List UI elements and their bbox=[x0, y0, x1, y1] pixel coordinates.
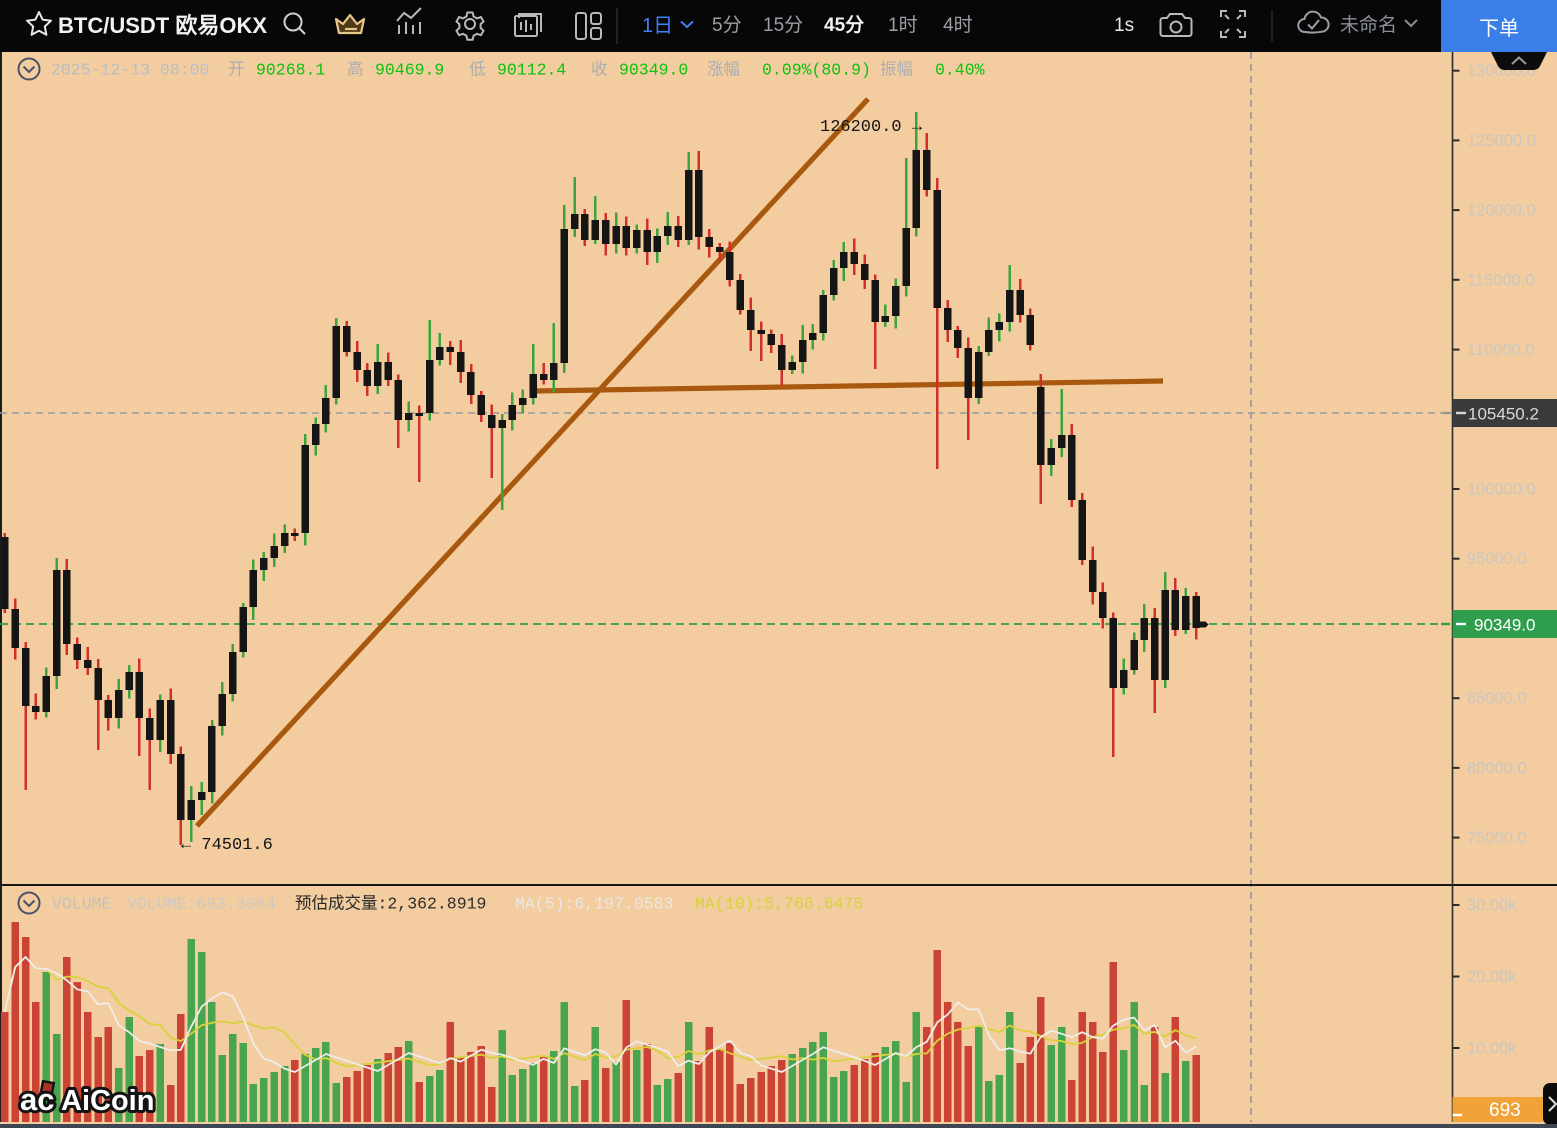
svg-text:105450.2: 105450.2 bbox=[1468, 405, 1539, 424]
svg-text:开: 开 bbox=[228, 61, 245, 80]
svg-text:10.00k: 10.00k bbox=[1467, 1040, 1517, 1058]
svg-text:20.00k: 20.00k bbox=[1467, 968, 1517, 986]
svg-text:120000.0: 120000.0 bbox=[1467, 202, 1536, 220]
svg-text:30.00k: 30.00k bbox=[1467, 897, 1517, 915]
svg-text:ac: ac bbox=[20, 1082, 54, 1117]
svg-text:80000.0: 80000.0 bbox=[1467, 759, 1527, 777]
svg-text:ac: ac bbox=[20, 1082, 54, 1117]
svg-text:AiCoin: AiCoin bbox=[61, 1085, 154, 1117]
svg-text:75000.0: 75000.0 bbox=[1467, 829, 1527, 847]
svg-text:振幅: 振幅 bbox=[880, 60, 913, 80]
svg-text:90268.1: 90268.1 bbox=[256, 61, 325, 80]
svg-text:126200.0 →: 126200.0 → bbox=[820, 118, 923, 137]
svg-text:95000.0: 95000.0 bbox=[1467, 550, 1527, 568]
svg-text:0.09%(80.9): 0.09%(80.9) bbox=[762, 61, 871, 80]
svg-text:高: 高 bbox=[347, 60, 364, 80]
svg-text:90112.4: 90112.4 bbox=[497, 61, 566, 80]
svg-text:90349.0: 90349.0 bbox=[619, 61, 688, 80]
svg-text:85000.0: 85000.0 bbox=[1467, 690, 1527, 708]
svg-text:低: 低 bbox=[469, 60, 486, 80]
svg-text:MA(10):5,766.6475: MA(10):5,766.6475 bbox=[695, 895, 863, 914]
svg-text:100000.0: 100000.0 bbox=[1467, 481, 1536, 499]
svg-text:0.40%: 0.40% bbox=[935, 61, 985, 80]
svg-text:← 74501.6: ← 74501.6 bbox=[181, 836, 273, 855]
svg-text:90349.0: 90349.0 bbox=[1474, 616, 1535, 635]
svg-text:VOLUME:693.3064: VOLUME:693.3064 bbox=[127, 895, 276, 914]
svg-text:110000.0: 110000.0 bbox=[1467, 341, 1535, 359]
svg-text:AiCoin: AiCoin bbox=[61, 1085, 154, 1117]
svg-text:115000.0: 115000.0 bbox=[1467, 271, 1535, 289]
svg-text:2025-12-13 08:00: 2025-12-13 08:00 bbox=[51, 61, 209, 80]
svg-text:MA(5):6,197.0583: MA(5):6,197.0583 bbox=[515, 895, 673, 914]
svg-text:90469.9: 90469.9 bbox=[375, 61, 444, 80]
svg-text:预估成交量:2,362.8919: 预估成交量:2,362.8919 bbox=[295, 894, 486, 914]
svg-text:VOLUME: VOLUME bbox=[52, 895, 112, 914]
svg-text:涨幅: 涨幅 bbox=[707, 60, 740, 80]
svg-text:125000.0: 125000.0 bbox=[1467, 132, 1536, 150]
svg-text:收: 收 bbox=[591, 60, 608, 80]
svg-text:693: 693 bbox=[1489, 1100, 1521, 1121]
